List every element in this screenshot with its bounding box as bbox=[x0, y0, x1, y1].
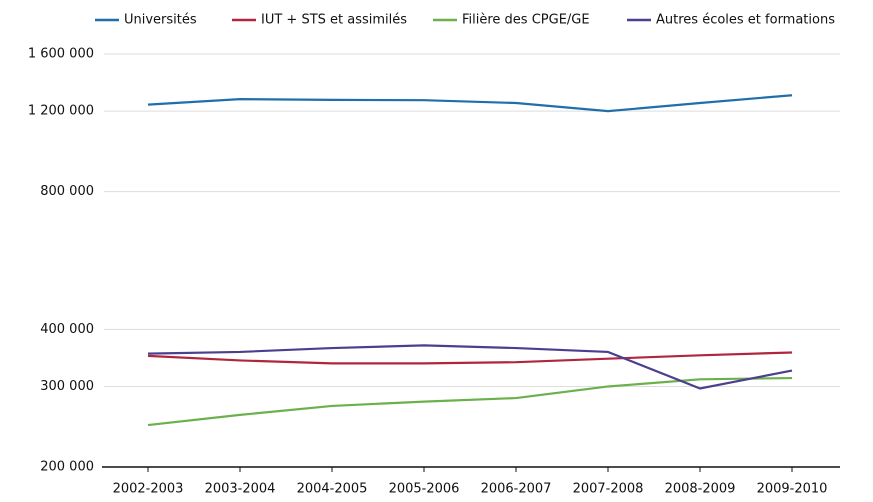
y-tick-label: 300 000 bbox=[40, 379, 94, 394]
x-tick-label: 2009-2010 bbox=[757, 482, 828, 497]
y-tick-label: 1 600 000 bbox=[28, 47, 94, 62]
x-tick-label: 2003-2004 bbox=[205, 482, 276, 497]
x-tick-label: 2007-2008 bbox=[573, 482, 644, 497]
line bbox=[147, 344, 793, 390]
legend-label: IUT + STS et assimilés bbox=[261, 13, 407, 28]
y-tick-label: 400 000 bbox=[40, 322, 94, 337]
line bbox=[147, 376, 793, 427]
legend-label: Universités bbox=[124, 13, 197, 28]
legend-label: Autres écoles et formations bbox=[656, 13, 835, 28]
x-tick-label: 2002-2003 bbox=[113, 482, 184, 497]
y-tick-label: 200 000 bbox=[40, 460, 94, 475]
line bbox=[147, 94, 793, 113]
line bbox=[147, 351, 793, 365]
x-tick-label: 2006-2007 bbox=[481, 482, 552, 497]
legend-label: Filière des CPGE/GE bbox=[462, 13, 590, 28]
x-tick-label: 2004-2005 bbox=[297, 482, 368, 497]
x-tick-label: 2008-2009 bbox=[665, 482, 736, 497]
x-tick-label: 2005-2006 bbox=[389, 482, 460, 497]
y-tick-label: 1 200 000 bbox=[28, 104, 94, 119]
y-tick-label: 800 000 bbox=[40, 184, 94, 199]
